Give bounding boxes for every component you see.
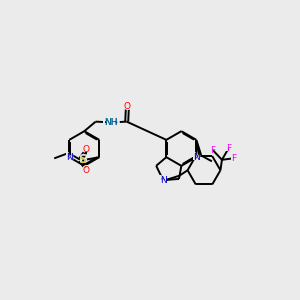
Text: O: O [82, 165, 91, 175]
Text: O: O [124, 102, 131, 111]
Text: S: S [80, 154, 86, 165]
Text: O: O [83, 145, 90, 154]
Text: F: F [210, 146, 215, 155]
Text: N: N [158, 175, 168, 185]
Text: N: N [193, 153, 200, 162]
Text: NH: NH [102, 117, 120, 127]
Text: F: F [209, 145, 217, 155]
Text: O: O [123, 102, 132, 112]
Text: NH: NH [104, 118, 118, 127]
Text: N: N [66, 153, 73, 162]
Text: NH: NH [104, 118, 118, 127]
Text: O: O [83, 166, 90, 175]
Text: O: O [82, 144, 91, 154]
Text: F: F [226, 144, 231, 153]
Text: NH: NH [102, 117, 120, 127]
Text: F: F [231, 154, 236, 163]
Text: N: N [65, 152, 74, 162]
Text: F: F [230, 153, 237, 163]
Text: S: S [78, 153, 87, 166]
Polygon shape [195, 140, 202, 155]
Text: F: F [225, 143, 232, 154]
Text: N: N [160, 176, 167, 184]
Text: N: N [192, 152, 201, 162]
